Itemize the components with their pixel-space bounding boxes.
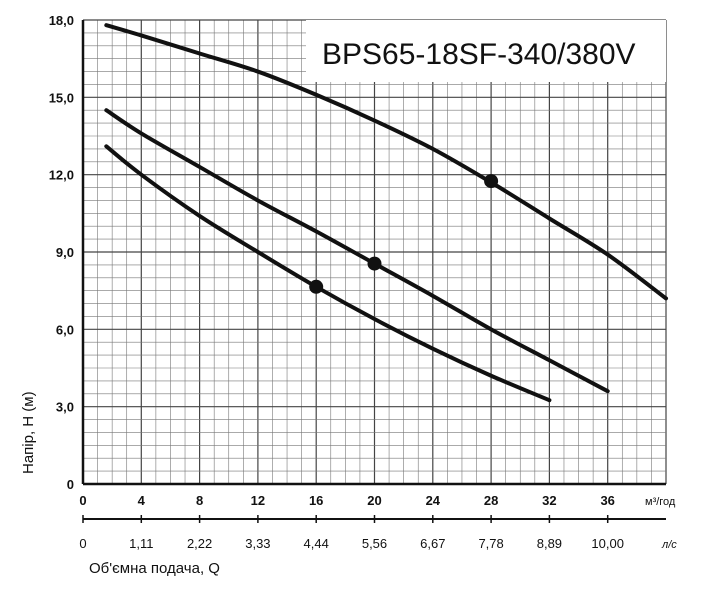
x2-tick-label: 6,67 (420, 536, 445, 551)
operating-point-marker-2 (367, 256, 382, 271)
x-unit-label: м³/год (645, 496, 676, 508)
series-line-2 (104, 108, 610, 394)
x2-tick-label: 5,56 (362, 536, 387, 551)
x2-tick-label: 1,11 (129, 536, 153, 551)
x2-tick-label: 10,00 (591, 536, 624, 551)
y-tick-label: 0 (67, 477, 74, 492)
x-tick-label: 12 (251, 493, 265, 508)
x2-tick-label: 3,33 (245, 536, 270, 551)
y-axis-title: Напір, H (м) (20, 391, 37, 474)
x2-tick-label: 0 (79, 536, 86, 551)
y-tick-label: 6,0 (56, 322, 74, 337)
y-tick-label: 18,0 (49, 13, 74, 28)
x2-tick-label: 7,78 (478, 536, 503, 551)
x2-unit-label: л/с (661, 539, 677, 551)
tick-labels: 0 3,0 6,0 9,0 12,0 15,0 18,0 0 4 8 12 16 20 24 28 32 36 0… (49, 13, 624, 551)
chart-title: BPS65-18SF-340/380V (322, 38, 636, 71)
operating-point-marker-1 (484, 174, 499, 189)
series-line-1 (104, 23, 668, 301)
title-box (306, 20, 666, 82)
x-tick-label: 8 (196, 493, 203, 508)
x-tick-label: 36 (600, 493, 614, 508)
x-tick-label: 4 (138, 493, 146, 508)
operating-point-marker-3 (309, 279, 324, 294)
y-tick-label: 12,0 (49, 168, 74, 183)
x-tick-label: 28 (484, 493, 498, 508)
x-tick-label: 24 (426, 493, 441, 508)
series-layer (104, 23, 668, 403)
x-tick-label: 0 (79, 493, 86, 508)
y-tick-label: 3,0 (56, 400, 74, 415)
x-tick-label: 20 (367, 493, 381, 508)
y-tick-label: 9,0 (56, 245, 74, 260)
x-tick-label: 16 (309, 493, 323, 508)
x2-tick-label: 8,89 (537, 536, 562, 551)
x-tick-label: 32 (542, 493, 556, 508)
x-axis-title: Об'ємна подача, Q (89, 560, 220, 577)
grid (83, 19, 667, 484)
series-line-3 (104, 144, 552, 403)
x2-tick-label: 4,44 (304, 536, 329, 551)
y-tick-label: 15,0 (49, 90, 74, 105)
x2-tick-label: 2,22 (187, 536, 212, 551)
